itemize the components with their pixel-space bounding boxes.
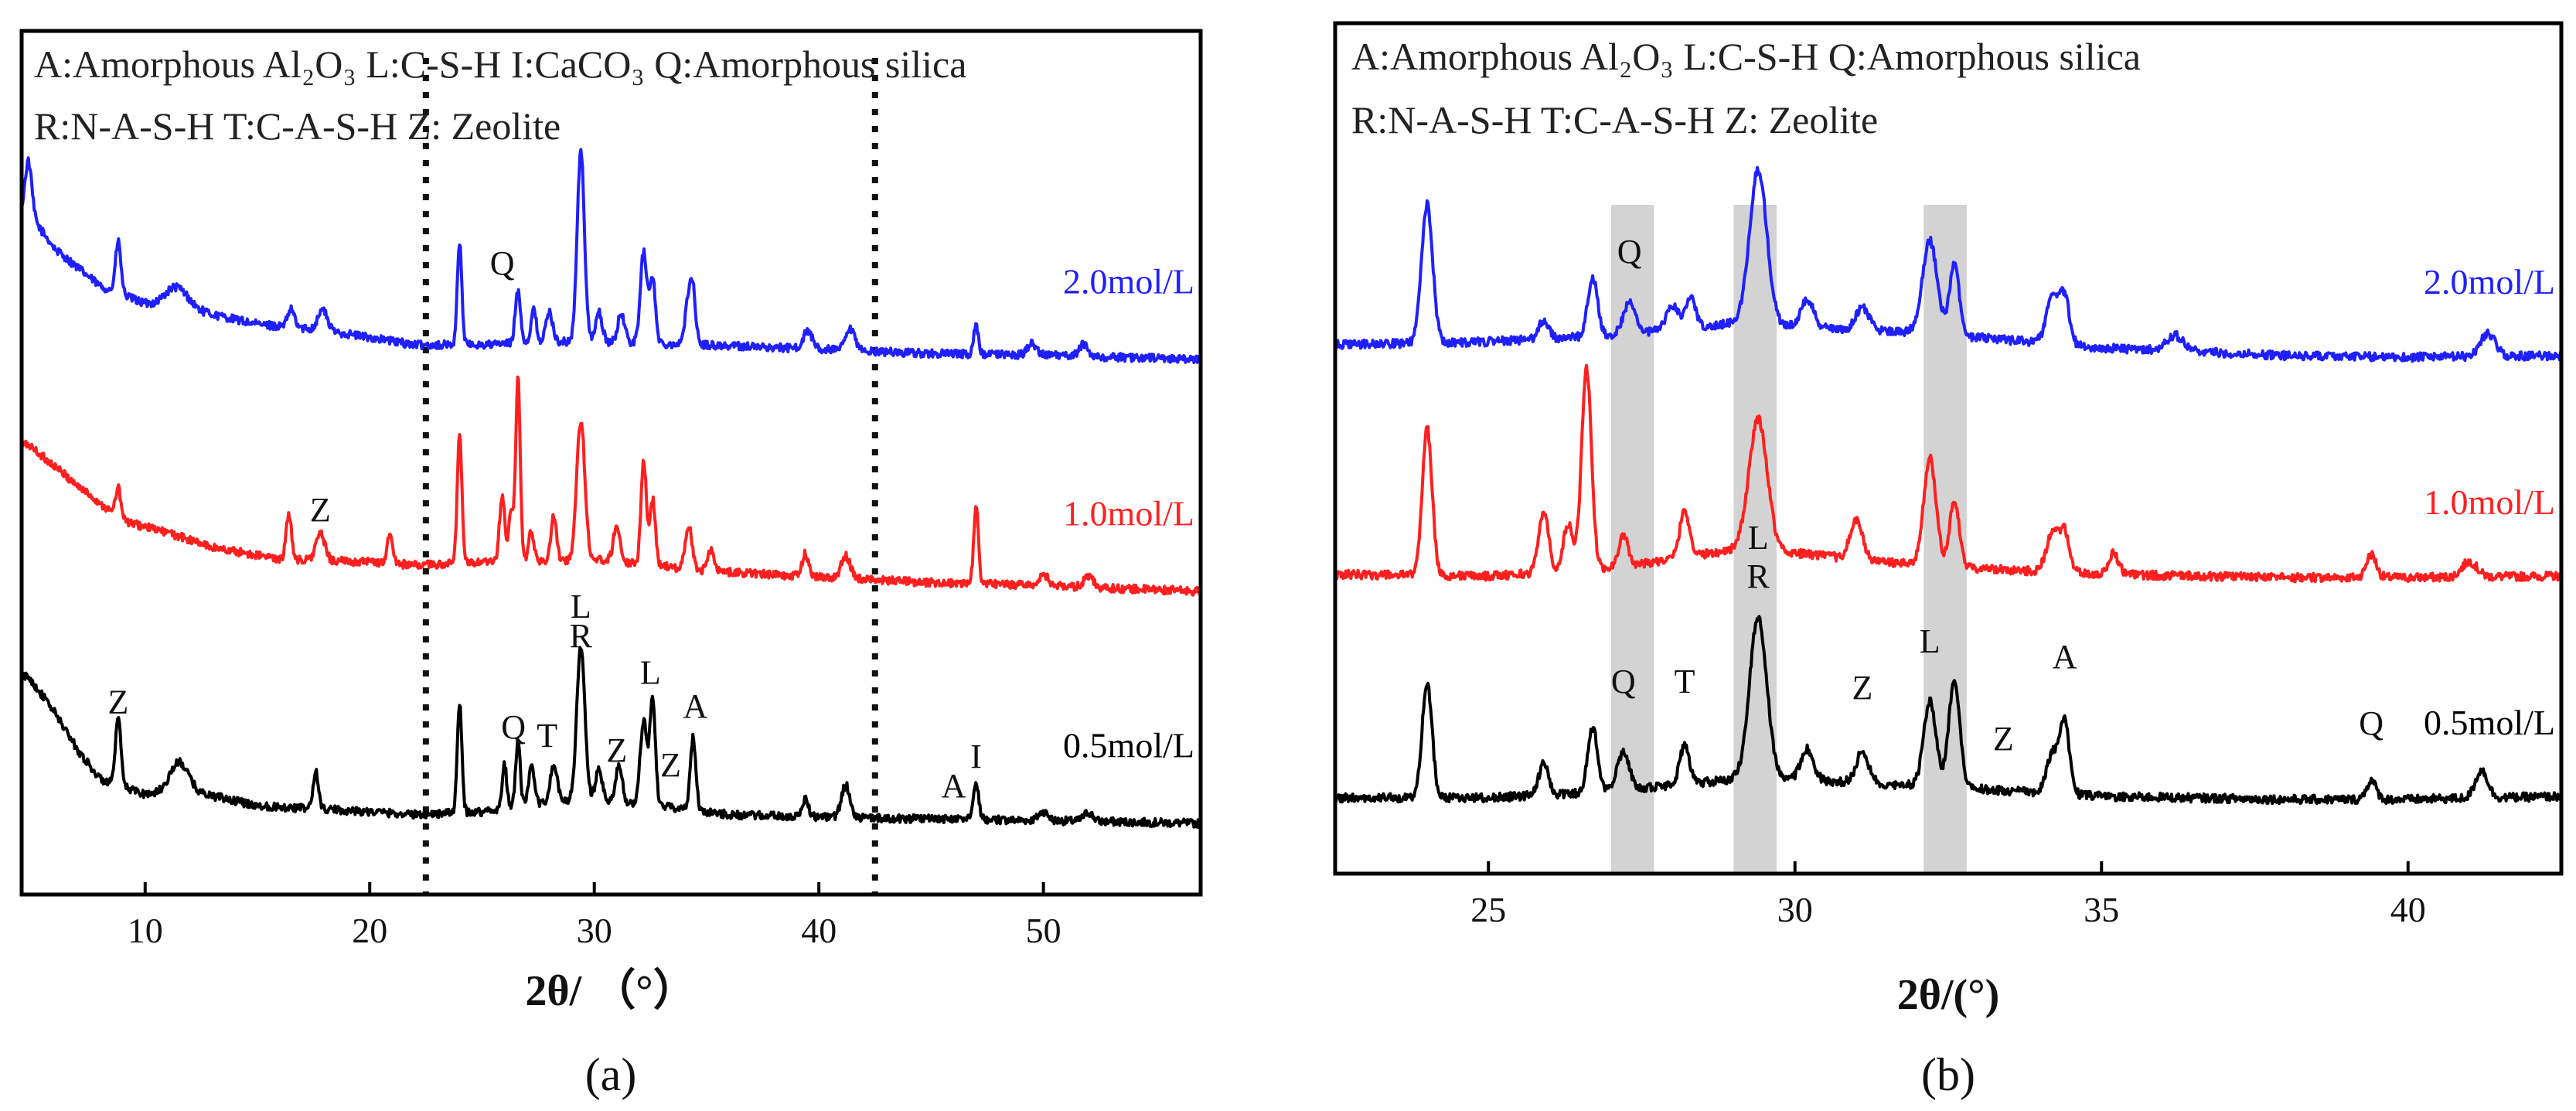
series-labels: 2.0mol/L 1.0mol/L 0.5mol/L [1063, 262, 1194, 765]
legend-line-1: A:Amorphous Al₂O₃ L:C-S-H I:CaCO₃ Q:Amor… [34, 43, 966, 86]
series-label: 1.0mol/L [2424, 482, 2555, 522]
peak-label-i: I [970, 738, 982, 775]
caption-letter: (b) [1921, 1049, 1975, 1100]
x-axis-ticks: 25 30 35 40 [1470, 861, 2426, 929]
peak-label-r: R [570, 617, 593, 655]
series-line-20molL [20, 148, 1202, 364]
series-line-10molL [20, 375, 1202, 597]
series-line-20molL [1334, 165, 2562, 363]
series-label: 2.0mol/L [1063, 262, 1194, 302]
peak-label-z: Z [1993, 720, 2014, 758]
series-labels: 2.0mol/L 1.0mol/L 0.5mol/L [2424, 262, 2555, 742]
peak-label-z: Z [1852, 669, 1873, 707]
series-group [20, 148, 1202, 830]
peak-label-l: L [1748, 519, 1769, 557]
series-line-10molL [1334, 363, 2562, 584]
peak-label-l: L [571, 588, 591, 625]
x-axis-label: 2θ/(°) [1897, 971, 1999, 1019]
x-axis-ticks: 10 20 30 40 50 [128, 882, 1061, 950]
caption-letter-text: a [601, 1049, 622, 1100]
peak-label-q: Q [501, 708, 526, 746]
x-tick-label: 40 [2390, 890, 2426, 929]
x-tick-label: 50 [1026, 911, 1061, 950]
series-line-05molL [20, 646, 1201, 830]
series-label: 0.5mol/L [2424, 703, 2555, 742]
legend-line-2: R:N-A-S-H T:C-A-S-H Z: Zeolite [1351, 98, 1878, 141]
plot-frame [19, 29, 1203, 897]
caption-letter: (a) [585, 1049, 637, 1100]
peak-label-t: T [1675, 663, 1695, 700]
peak-label-q: Q [1611, 663, 1636, 700]
x-tick-label: 30 [577, 911, 612, 950]
x-tick-label: 10 [128, 911, 163, 950]
peak-label-q: Q [2359, 704, 2383, 742]
x-tick-label: 20 [352, 911, 387, 950]
shaded-bands [1610, 205, 1967, 874]
series-label: 1.0mol/L [1063, 494, 1194, 533]
peak-label-q: Q [490, 244, 515, 282]
peak-label-a: A [2053, 638, 2077, 676]
x-tick-label: 35 [2084, 890, 2119, 929]
peak-label-q: Q [1617, 233, 1642, 271]
peak-label-z: Z [310, 491, 331, 529]
peak-label-l: L [640, 654, 661, 692]
series-label: 0.5mol/L [1063, 726, 1194, 765]
legend-line-1: A:Amorphous Al₂O₃ L:C-S-H Q:Amorphous si… [1351, 35, 2141, 78]
peak-label-l: L [1920, 622, 1941, 660]
x-axis-label: 2θ/ （°） [525, 966, 696, 1015]
plot-frame [1333, 21, 2564, 876]
dotted-markers [422, 58, 878, 895]
peak-label-z: Z [660, 746, 681, 784]
legend-line-2: R:N-A-S-H T:C-A-S-H Z: Zeolite [34, 104, 561, 148]
peak-label-t: T [537, 717, 557, 755]
x-tick-label: 30 [1777, 890, 1813, 929]
series-label: 2.0mol/L [2424, 262, 2555, 302]
caption-letter-text: b [1937, 1049, 1960, 1100]
peak-label-z: Z [606, 731, 627, 769]
peak-label-z: Z [107, 683, 128, 721]
x-tick-label: 40 [801, 911, 837, 950]
x-tick-label: 25 [1470, 890, 1506, 929]
peak-label-a: A [942, 767, 966, 805]
peak-label-r: R [1746, 557, 1770, 595]
series-group [1334, 165, 2563, 806]
peak-label-a: A [683, 687, 708, 725]
series-line-05molL [1334, 615, 2563, 806]
